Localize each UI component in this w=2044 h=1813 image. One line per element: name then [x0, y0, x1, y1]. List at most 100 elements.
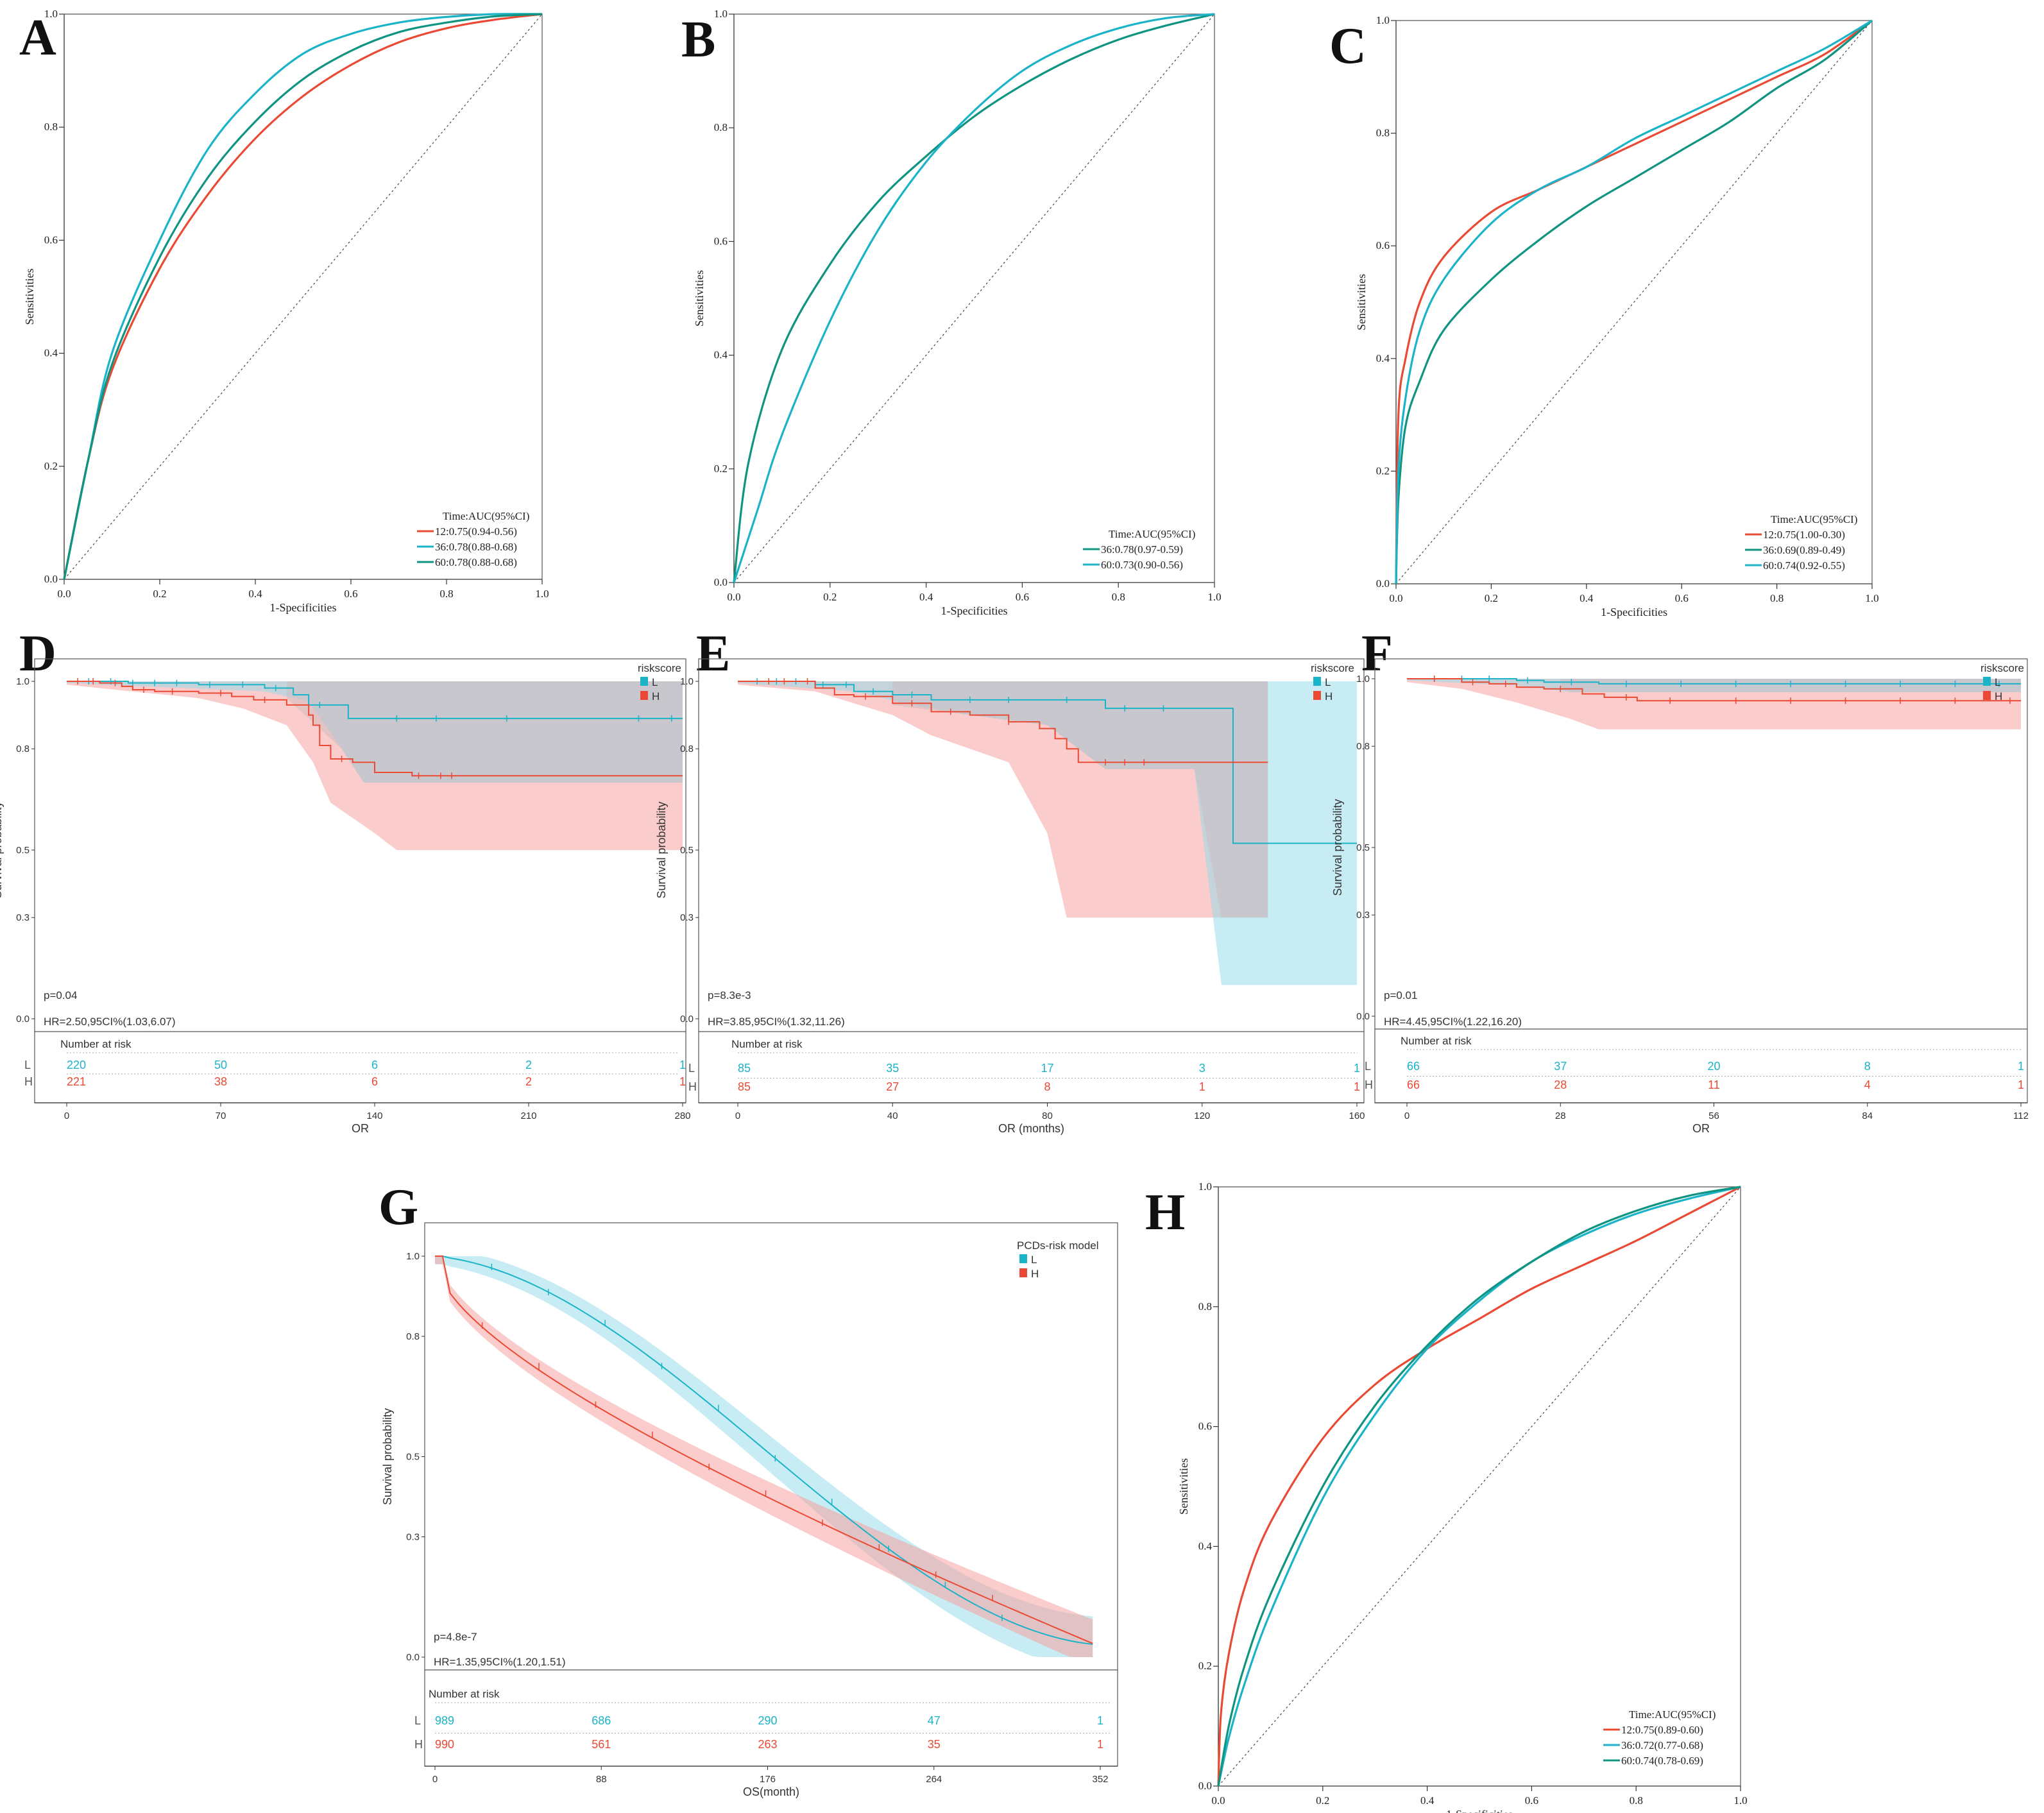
y-tick-label: 0.2: [1376, 464, 1390, 477]
axis-frame-left-bottom: [1218, 1187, 1741, 1787]
y-axis-title: Survival probability: [655, 801, 668, 898]
risk-table-title: Number at risk: [429, 1688, 500, 1700]
legend-title: Time:AUC(95%CI): [1629, 1708, 1716, 1721]
legend-title: Time:AUC(95%CI): [1109, 528, 1195, 540]
legend-swatch-h: [1983, 691, 1991, 700]
x-tick-label: 0.8: [1112, 591, 1125, 603]
y-tick-label: 0.4: [1376, 352, 1390, 364]
legend-entry: 36:0.72(0.77-0.68): [1621, 1739, 1703, 1751]
y-tick-label: 0.4: [714, 349, 728, 361]
x-tick-label: 0.2: [1485, 592, 1498, 604]
legend-entry: H: [652, 690, 660, 702]
y-tick-label: 0.0: [16, 1014, 30, 1025]
confidence-band-l: [67, 681, 683, 783]
y-tick-label: 0.5: [406, 1452, 420, 1463]
risk-count: 1: [679, 1059, 686, 1071]
risk-count: 35: [886, 1062, 899, 1075]
x-tick-label: 0.8: [439, 588, 453, 600]
risk-count: 561: [592, 1738, 611, 1751]
confidence-band-h: [435, 1256, 1093, 1657]
y-tick-label: 0.8: [44, 121, 58, 133]
x-tick-label: 0: [1404, 1111, 1410, 1121]
y-tick-label: 1.0: [1376, 14, 1390, 26]
risk-row-label: H: [414, 1738, 423, 1751]
risk-count: 1: [1354, 1062, 1360, 1075]
y-tick-label: 0.8: [406, 1331, 420, 1342]
p-value-text: p=0.01: [1384, 989, 1417, 1001]
confidence-band-overlap: [286, 681, 683, 783]
survival-curve-l: [67, 681, 683, 719]
roc-panel-h: H 0.0 0.0 0.2 0.2 0.4 0.4 0.6 0.6 0.8 0.8 1.0 1.0 1-S…: [1145, 1180, 1748, 1813]
axis-frame-top-right: [1218, 1186, 1741, 1786]
hazard-ratio-text: HR=4.45,95CI%(1.22,16.20): [1384, 1016, 1522, 1028]
x-tick-label: 0.6: [1675, 592, 1689, 604]
x-tick-label: 0.0: [1389, 592, 1402, 604]
legend-entry: L: [1325, 676, 1331, 688]
y-tick-label: 1.0: [44, 8, 58, 20]
risk-count: 1: [679, 1075, 686, 1088]
roc-curve-cyan: [1395, 19, 1873, 584]
roc-curve-teal: [1395, 19, 1873, 584]
panel-label: E: [696, 626, 730, 682]
legend-entry: H: [1995, 690, 2002, 702]
x-tick-label: 264: [926, 1774, 942, 1785]
y-tick-label: 0.3: [406, 1532, 420, 1543]
x-tick-label: 0.2: [1316, 1794, 1329, 1807]
y-tick-label: 1.0: [16, 676, 30, 687]
confidence-band-overlap: [892, 681, 1268, 918]
legend-entry: H: [1031, 1268, 1039, 1280]
x-tick-label: 140: [366, 1111, 382, 1121]
risk-table-title: Number at risk: [1401, 1035, 1472, 1047]
diagonal-reference-line: [64, 13, 543, 580]
x-tick-label: 0.0: [57, 588, 71, 600]
hazard-ratio-text: HR=1.35,95CI%(1.20,1.51): [434, 1656, 566, 1668]
legend-title: PCDs-risk model: [1017, 1239, 1099, 1252]
x-axis-title: OR: [1692, 1122, 1710, 1135]
hazard-ratio-text: HR=3.85,95CI%(1.32,11.26): [708, 1016, 845, 1028]
panel-label: A: [19, 10, 56, 66]
roc-panel-a: A 0.0 0.0 0.2 0.2 0.4 0.4 0.6 0.6 0.8 0.8 1.0 1.0 1-S…: [19, 8, 549, 614]
legend-entry: 60:0.74(0.78-0.69): [1621, 1755, 1703, 1767]
legend-entry: 36:0.69(0.89-0.49): [1763, 544, 1845, 556]
y-tick-label: 1.0: [714, 8, 728, 20]
axis-frame-top-right: [734, 13, 1215, 583]
risk-count: 989: [435, 1714, 454, 1727]
y-tick-label: 0.8: [680, 744, 694, 754]
x-axis-title: OS(month): [743, 1785, 799, 1798]
roc-curve-teal: [63, 13, 543, 580]
legend-title: Time:AUC(95%CI): [443, 510, 529, 522]
y-tick-label: 1.0: [680, 676, 694, 687]
risk-count: 686: [592, 1714, 611, 1727]
x-tick-label: 1.0: [1865, 592, 1878, 604]
risk-count: 66: [1407, 1060, 1420, 1073]
x-axis-title: 1-Specificities: [1446, 1808, 1513, 1813]
y-tick-label: 0.4: [1198, 1540, 1213, 1552]
y-tick-label: 0.6: [44, 234, 58, 246]
risk-count: 47: [928, 1714, 941, 1727]
y-tick-label: 0.4: [44, 347, 58, 359]
roc-curve-red: [1217, 1186, 1741, 1787]
x-tick-label: 0.6: [1525, 1794, 1538, 1807]
legend-swatch-h: [1313, 691, 1321, 700]
p-value-text: p=4.8e-7: [434, 1631, 477, 1643]
roc-panel-b: B 0.0 0.0 0.2 0.2 0.4 0.4 0.6 0.6 0.8 0.8 1.0 1.0 1-S…: [681, 8, 1222, 617]
y-tick-label: 0.5: [1356, 842, 1370, 853]
x-tick-label: 0.4: [1420, 1794, 1435, 1807]
x-tick-label: 210: [520, 1111, 536, 1121]
risk-count: 3: [1199, 1062, 1205, 1075]
survival-curve-h: [738, 681, 1268, 763]
x-tick-label: 0.2: [823, 591, 837, 603]
risk-count: 50: [214, 1059, 227, 1071]
risk-count: 1: [2018, 1078, 2024, 1091]
risk-count: 1: [1354, 1080, 1360, 1093]
x-axis-title: OR (months): [998, 1122, 1064, 1135]
diagonal-reference-line: [1218, 1186, 1741, 1787]
y-tick-label: 0.2: [714, 463, 728, 475]
p-value-text: p=8.3e-3: [708, 989, 751, 1001]
x-tick-label: 0.8: [1770, 592, 1784, 604]
y-tick-label: 0.8: [16, 744, 30, 754]
survival-curve-h: [1407, 678, 2021, 702]
y-tick-label: 0.0: [1198, 1780, 1212, 1792]
panel-label: D: [19, 626, 56, 682]
risk-count: 1: [1097, 1714, 1103, 1727]
